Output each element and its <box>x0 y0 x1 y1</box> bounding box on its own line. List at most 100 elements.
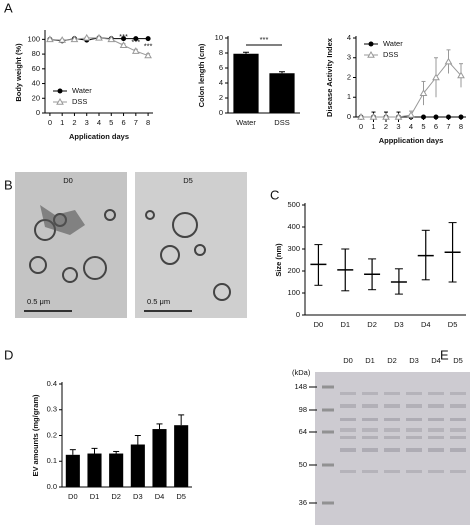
bar <box>233 53 259 113</box>
x-tick-label: 1 <box>60 118 64 127</box>
marker <box>407 111 415 118</box>
marker <box>419 89 428 96</box>
gel-band <box>450 404 466 408</box>
y-tick-label: 80 <box>32 49 40 58</box>
bar <box>152 429 167 487</box>
gel-band <box>428 436 444 439</box>
gel-lane-label: D5 <box>453 356 463 365</box>
x-tick-label: 7 <box>134 118 138 127</box>
marker <box>95 33 103 41</box>
marker <box>457 71 465 79</box>
y-tick-label: 0.0 <box>47 482 57 491</box>
micrograph-label: D5 <box>183 176 193 185</box>
gel-band <box>428 448 444 452</box>
micrograph <box>135 172 247 318</box>
x-tick-label: 8 <box>146 118 150 127</box>
gel-band <box>340 436 356 439</box>
x-tick-label: D0 <box>68 492 78 501</box>
y-tick-label: 200 <box>287 266 300 275</box>
x-tick-label: 8 <box>459 122 463 131</box>
gel-band <box>450 428 466 432</box>
marker <box>58 36 67 43</box>
ladder-band <box>322 408 334 412</box>
y-tick-label: 0 <box>347 112 351 121</box>
marker <box>107 35 116 43</box>
gel-lane-label: D0 <box>343 356 353 365</box>
gel-marker-label: 64 <box>299 427 307 436</box>
x-tick-label: 6 <box>121 118 125 127</box>
x-tick-label: 5 <box>421 122 425 131</box>
x-tick-label: Water <box>236 118 256 127</box>
y-tick-label: 0.2 <box>47 430 57 439</box>
x-tick-label: 3 <box>85 118 89 127</box>
gel-band <box>406 436 422 439</box>
marker <box>145 36 151 42</box>
y-tick-label: 6 <box>219 63 223 72</box>
gel-band <box>450 448 466 452</box>
micrograph-label: D0 <box>63 176 73 185</box>
y-tick-label: 3 <box>347 53 351 62</box>
panel-letter: B <box>4 177 13 192</box>
x-tick-label: D1 <box>340 320 350 329</box>
marker <box>46 35 54 43</box>
gel-lane-label: D2 <box>387 356 397 365</box>
x-tick-label: DSS <box>274 118 289 127</box>
gel-band <box>450 436 466 439</box>
x-tick-label: D4 <box>155 492 165 501</box>
y-tick-label: 60 <box>32 64 40 73</box>
y-tick-label: 0.4 <box>47 379 57 388</box>
panel-letter: A <box>4 0 13 15</box>
marker <box>367 50 375 58</box>
bar <box>130 444 145 487</box>
legend-label: Water <box>72 86 92 95</box>
y-tick-label: 0 <box>219 108 223 117</box>
gel-band <box>340 418 356 421</box>
y-tick-label: 0 <box>296 310 300 319</box>
gel-band <box>384 436 400 439</box>
x-tick-label: D2 <box>111 492 121 501</box>
x-tick-label: 1 <box>371 122 375 131</box>
gel-band <box>340 392 356 395</box>
gel-marker-label: 98 <box>299 405 307 414</box>
x-tick-label: D5 <box>176 492 186 501</box>
micrograph <box>15 172 127 318</box>
gel-band <box>384 428 400 432</box>
gel-band <box>384 404 400 408</box>
gel-band <box>428 428 444 432</box>
gel-marker-label: 148 <box>294 382 307 391</box>
gel-marker-label: 36 <box>299 498 307 507</box>
gel-band <box>428 392 444 395</box>
gel-band <box>406 404 422 408</box>
bar <box>269 73 295 113</box>
gel-band <box>450 470 466 473</box>
annotation: *** <box>119 32 128 41</box>
legend-label: DSS <box>72 97 87 106</box>
gel-band <box>362 404 378 408</box>
marker <box>82 33 91 41</box>
bar <box>109 453 124 487</box>
gel-band <box>362 436 378 439</box>
y-tick-label: 2 <box>347 72 351 81</box>
x-tick-label: 6 <box>434 122 438 131</box>
bar <box>174 425 189 487</box>
marker <box>432 73 440 81</box>
x-tick-label: 3 <box>396 122 400 131</box>
gel-band <box>384 392 400 395</box>
gel-band <box>340 428 356 432</box>
marker <box>421 114 426 120</box>
gel-band <box>384 470 400 473</box>
gel-band <box>362 418 378 421</box>
y-axis-label: Disease Activity Index <box>325 37 334 117</box>
x-tick-label: D5 <box>448 320 458 329</box>
x-tick-label: 2 <box>384 122 388 131</box>
x-tick-label: D1 <box>90 492 100 501</box>
marker <box>382 112 390 120</box>
x-tick-label: 2 <box>72 118 76 127</box>
y-tick-label: 2 <box>219 93 223 102</box>
y-tick-label: 20 <box>32 93 40 102</box>
x-tick-label: D2 <box>367 320 377 329</box>
marker <box>446 114 451 120</box>
y-tick-label: 1 <box>347 92 351 101</box>
annotation: *** <box>144 42 153 51</box>
